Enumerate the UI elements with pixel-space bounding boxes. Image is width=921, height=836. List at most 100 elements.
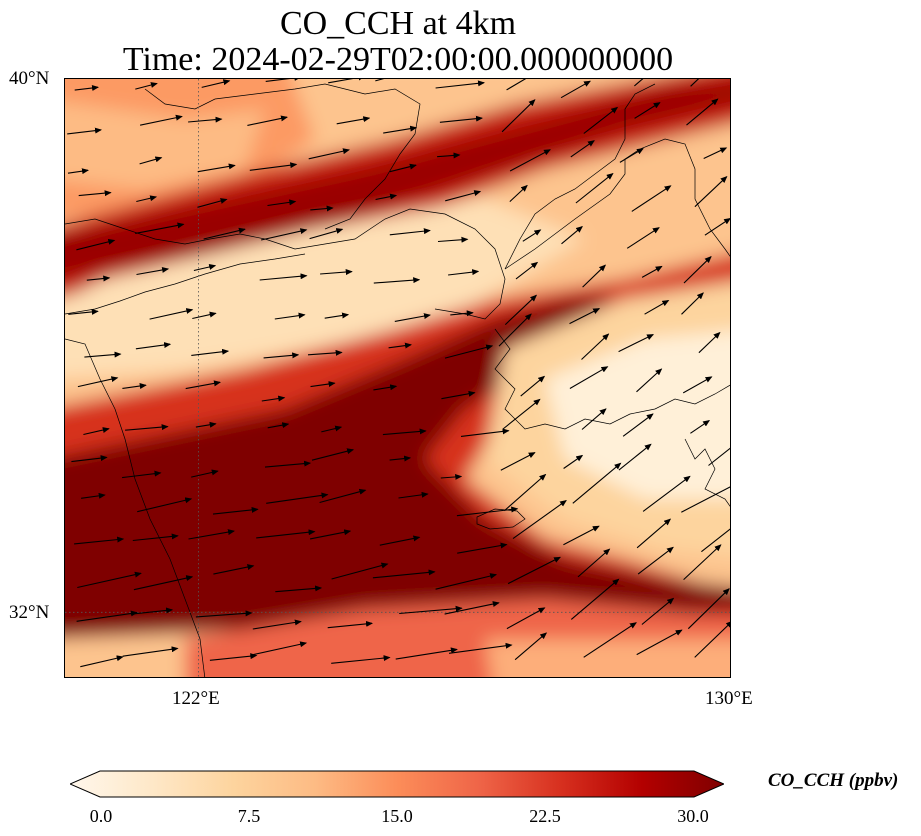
wind-arrow <box>634 79 644 87</box>
wind-arrow <box>84 351 122 358</box>
wind-arrow <box>440 473 463 480</box>
wind-arrow <box>507 556 561 585</box>
wind-arrow <box>321 425 343 433</box>
wind-arrow <box>694 176 728 208</box>
wind-arrow <box>501 99 536 133</box>
wind-arrow <box>185 380 221 390</box>
wind-arrow <box>309 529 352 540</box>
wind-arrow <box>379 535 421 546</box>
wind-arrow <box>192 311 217 320</box>
map-panel <box>64 78 731 678</box>
field-southern-core <box>65 294 730 639</box>
wind-arrow <box>197 163 236 173</box>
wind-arrow <box>502 398 541 430</box>
wind-arrow <box>336 116 371 125</box>
wind-arrow <box>448 269 480 276</box>
colorbar-tick-label: 30.0 <box>677 806 709 826</box>
wind-arrow <box>581 408 607 430</box>
wind-arrow <box>319 488 367 504</box>
wind-arrow <box>309 228 344 240</box>
wind-arrow <box>213 564 255 575</box>
wind-arrow <box>444 601 500 615</box>
wind-vectors <box>67 79 730 668</box>
wind-arrow <box>310 205 334 212</box>
wind-arrow <box>328 79 366 84</box>
wind-arrow <box>201 79 231 88</box>
coastlines <box>65 83 730 677</box>
coastline-jeju <box>476 508 526 530</box>
wind-arrow <box>389 163 417 173</box>
coastline-korea-islands <box>494 328 730 430</box>
wind-arrow <box>520 375 546 397</box>
coastline-bohai-west <box>65 253 306 315</box>
wind-arrow <box>701 528 730 553</box>
wind-arrow <box>135 222 185 234</box>
wind-arrow <box>504 294 538 325</box>
wind-arrow <box>372 569 436 579</box>
wind-arrow <box>583 622 637 658</box>
wind-arrow <box>398 491 429 499</box>
wind-arrow <box>86 275 111 282</box>
wind-arrow <box>569 366 609 389</box>
wind-arrow <box>373 277 421 284</box>
wind-arrow <box>136 195 158 203</box>
map-time-subtitle: Time: 2024-02-29T02:00:00.000000000 <box>122 41 674 78</box>
wind-arrow <box>704 217 730 236</box>
wind-arrow <box>382 428 427 436</box>
wind-arrow <box>641 265 663 278</box>
wind-arrow <box>135 342 172 350</box>
wind-arrow <box>506 607 546 630</box>
map-canvas <box>65 79 730 677</box>
wind-arrow <box>644 300 670 315</box>
wind-arrow <box>375 193 398 201</box>
wind-arrow <box>563 525 600 546</box>
wind-arrow <box>634 102 661 119</box>
wind-arrow <box>636 368 663 393</box>
field-northern-core <box>65 81 730 276</box>
wind-arrow <box>681 292 704 315</box>
field-light-zone <box>65 199 585 378</box>
wind-arrow <box>683 256 712 284</box>
wind-arrow <box>195 610 253 618</box>
colorbar-tick-label: 15.0 <box>381 806 413 826</box>
wind-arrow <box>457 542 508 554</box>
wind-arrow <box>197 198 228 208</box>
wind-arrow <box>395 647 458 660</box>
wind-arrow <box>76 238 116 251</box>
wind-arrow <box>500 452 536 471</box>
wind-arrow <box>77 571 142 589</box>
wind-arrow <box>203 227 246 240</box>
wind-arrow <box>569 308 601 325</box>
wind-arrow <box>681 486 730 513</box>
wind-arrow <box>71 455 108 463</box>
wind-arrow <box>149 308 194 320</box>
wind-arrow <box>435 80 485 89</box>
wind-arrow <box>78 190 112 197</box>
wind-arrow <box>259 273 308 281</box>
wind-arrow <box>560 80 591 99</box>
wind-arrow <box>509 184 528 203</box>
wind-arrow <box>74 536 125 545</box>
wind-arrow <box>260 228 308 241</box>
wind-arrow <box>622 413 654 437</box>
colorbar-tick-label: 22.5 <box>529 806 561 826</box>
wind-arrow <box>275 585 323 593</box>
wind-arrow <box>122 646 179 657</box>
wind-arrow <box>682 376 713 394</box>
wind-arrow <box>191 348 230 356</box>
wind-arrow <box>267 422 290 429</box>
wind-arrow <box>690 79 700 87</box>
wind-arrow <box>130 607 174 615</box>
wind-arrow <box>212 506 259 515</box>
wind-arrow <box>307 349 343 356</box>
field-south-light <box>485 639 730 677</box>
wind-arrow <box>460 428 510 437</box>
map-title: CO_CCH at 4km <box>279 5 517 42</box>
wind-arrow <box>687 588 730 630</box>
wind-arrow <box>631 185 672 212</box>
wind-arrow <box>249 162 298 171</box>
wind-arrow <box>389 455 412 462</box>
wind-arrow <box>264 460 312 468</box>
wind-arrow <box>636 629 683 656</box>
wind-arrow <box>265 79 302 82</box>
